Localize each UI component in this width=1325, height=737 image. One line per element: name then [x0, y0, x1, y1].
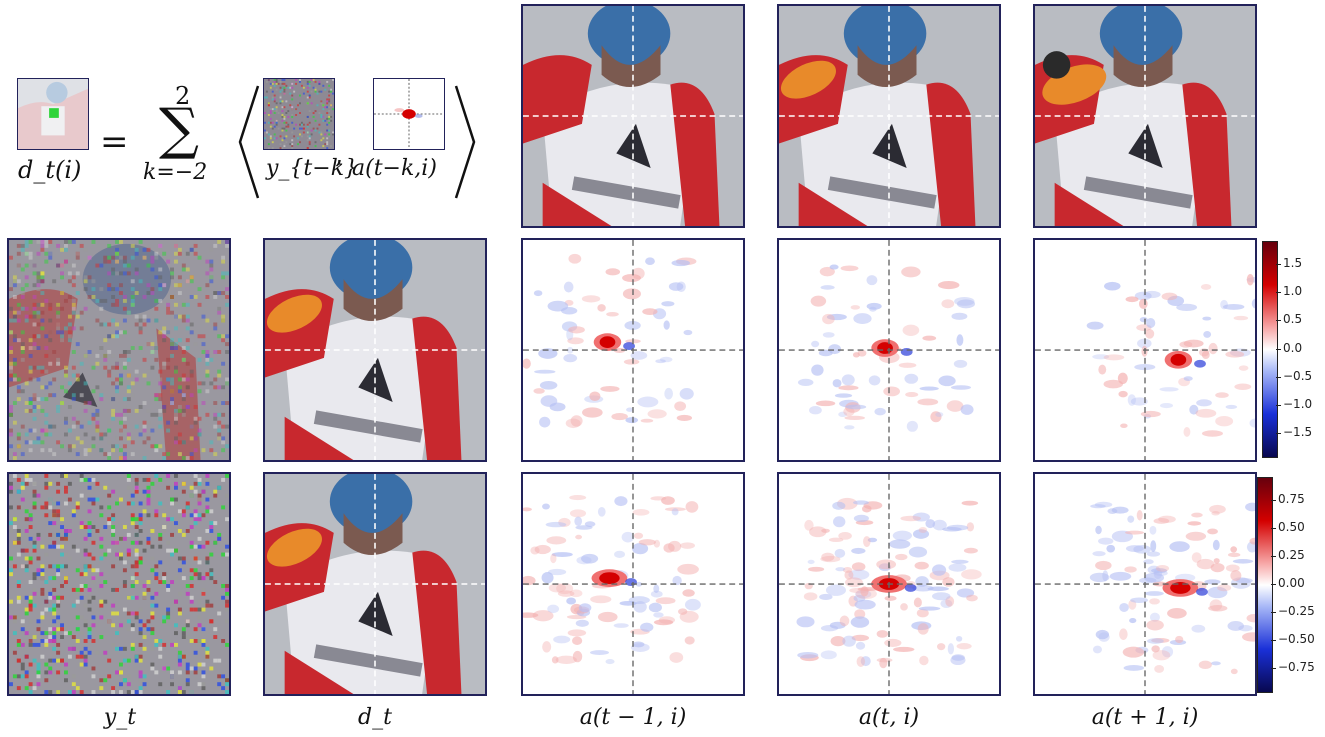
colorbar-tick: 0.50: [1271, 519, 1305, 534]
colorbar-tick: −0.5: [1275, 368, 1313, 383]
colorbar-tick: −1.5: [1275, 425, 1313, 440]
colorbar-tick: 0.0: [1275, 340, 1303, 355]
frame-t: [777, 4, 1001, 228]
noisy-input-row2: [7, 472, 231, 696]
colorbar-row1: [1262, 241, 1278, 458]
column-label-a-t-plus-1: a(t + 1, i): [1091, 705, 1199, 730]
equation-thumb-dt: [17, 78, 89, 150]
column-label-denoised: d_t: [358, 705, 392, 730]
colorbar-tick: 0.75: [1271, 491, 1305, 506]
denoised-output-row1: [263, 238, 487, 462]
sum-lower-limit: k=−2: [143, 160, 208, 185]
left-angle-bracket: [238, 85, 260, 199]
frame-t-minus-1: [521, 4, 745, 228]
filter-map-t-plus-1-row2: [1033, 472, 1257, 696]
column-label-a-t: a(t, i): [858, 705, 920, 730]
right-angle-bracket: [454, 85, 476, 199]
colorbar-tick: 0.5: [1275, 312, 1303, 327]
colorbar-tick: −0.50: [1271, 632, 1315, 647]
filter-map-t-minus-1-row1: [521, 238, 745, 462]
equation-comma: ,: [335, 140, 344, 170]
equation-term2: a(t−k,i): [352, 156, 437, 181]
sum-symbol: ∑: [159, 97, 199, 162]
column-label-noisy: y_t: [103, 705, 137, 730]
colorbar-tick: 1.5: [1275, 255, 1303, 270]
noisy-input-row1: [7, 238, 231, 462]
equation-equals: =: [100, 122, 129, 162]
frame-t-plus-1: [1033, 4, 1257, 228]
filter-map-t-row1: [777, 238, 1001, 462]
sum-upper-limit: 2: [175, 82, 191, 110]
colorbar-tick: 0.25: [1271, 547, 1305, 562]
column-label-a-t-minus-1: a(t − 1, i): [579, 705, 687, 730]
denoised-output-row2: [263, 472, 487, 696]
filter-map-t-minus-1-row2: [521, 472, 745, 696]
equation-term1: y_{t−k}: [266, 156, 359, 181]
colorbar-tick: −1.0: [1275, 397, 1313, 412]
colorbar-tick: 1.0: [1275, 283, 1303, 298]
equation-thumb-noisy: [263, 78, 335, 150]
colorbar-tick: 0.00: [1271, 576, 1305, 590]
filter-map-t-row2: [777, 472, 1001, 696]
colorbar-tick: −0.25: [1271, 604, 1315, 619]
equation-lhs: d_t(i): [18, 156, 82, 184]
equation-thumb-filter: [373, 78, 445, 150]
colorbar-row2: [1257, 477, 1273, 693]
colorbar-tick: −0.75: [1271, 660, 1315, 675]
filter-map-t-plus-1-row1: [1033, 238, 1257, 462]
